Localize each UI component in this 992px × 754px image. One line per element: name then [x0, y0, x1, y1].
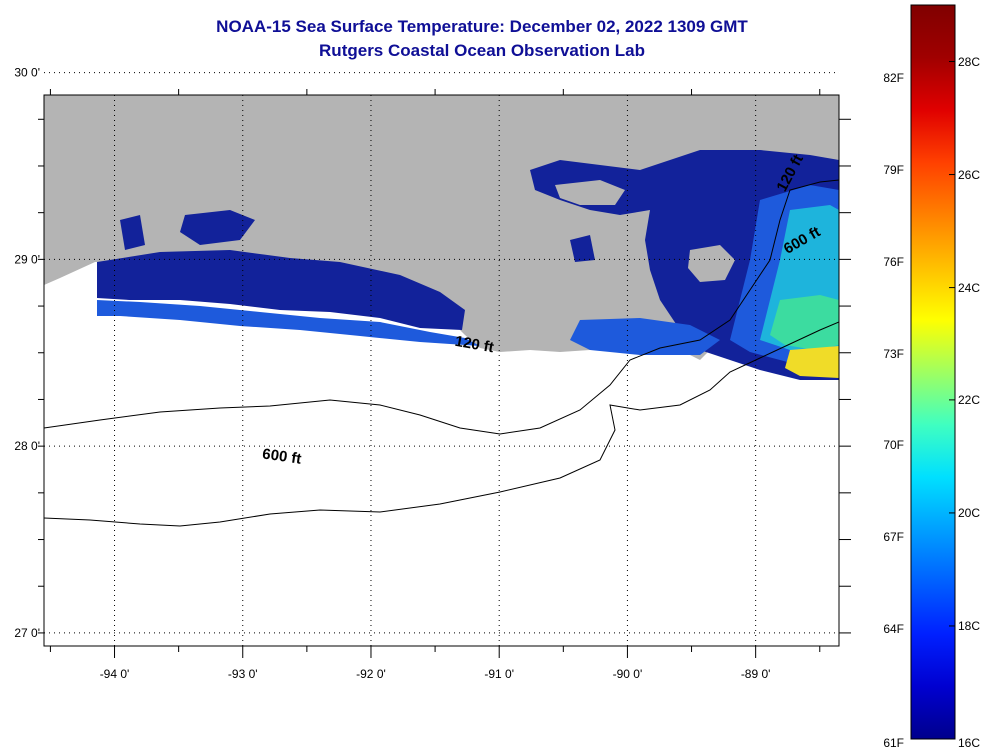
- colorbar-fahrenheit-label: 70F: [883, 438, 904, 453]
- lat-tick-label: 27 0': [14, 626, 40, 640]
- lon-tick-label: -90 0': [613, 667, 643, 681]
- colorbar-celsius-label: 28C: [958, 54, 981, 69]
- contour-600ft: [44, 321, 839, 527]
- lon-tick-label: -91 0': [484, 667, 514, 681]
- map-frame: [43, 94, 840, 647]
- lon-tick-label: -94 0': [100, 667, 130, 681]
- map-title: NOAA-15 Sea Surface Temperature: Decembe…: [216, 17, 748, 36]
- land-mass: [44, 95, 839, 360]
- lat-tick-label: 29 0': [14, 252, 40, 266]
- lon-tick-label: -89 0': [741, 667, 771, 681]
- colorbar-celsius-label: 26C: [958, 167, 981, 182]
- lat-tick-label: 28 0': [14, 439, 40, 453]
- colorbar-fahrenheit-label: 61F: [883, 736, 904, 750]
- contour-label: 120 ft: [454, 333, 496, 357]
- colorbar-fahrenheit-label: 76F: [883, 254, 904, 269]
- colorbar-fahrenheit-label: 64F: [883, 621, 904, 636]
- lon-tick-label: -93 0': [228, 667, 258, 681]
- colorbar-fahrenheit-label: 79F: [883, 163, 904, 178]
- colorbar: [910, 4, 956, 740]
- colorbar-celsius-label: 16C: [958, 736, 981, 750]
- map-subtitle: Rutgers Coastal Ocean Observation Lab: [319, 41, 645, 60]
- lon-tick-label: -92 0': [356, 667, 386, 681]
- colorbar-celsius-label: 18C: [958, 618, 981, 633]
- lat-tick-label: 30 0': [14, 66, 40, 80]
- colorbar-celsius-label: 24C: [958, 280, 981, 295]
- colorbar-celsius-label: 20C: [958, 505, 981, 520]
- colorbar-celsius-label: 22C: [958, 392, 981, 407]
- contour-label: 600 ft: [261, 445, 302, 467]
- colorbar-fahrenheit-label: 73F: [883, 346, 904, 361]
- colorbar-fahrenheit-label: 67F: [883, 530, 904, 545]
- contour-120ft: [44, 179, 839, 435]
- colorbar-fahrenheit-label: 82F: [883, 71, 904, 86]
